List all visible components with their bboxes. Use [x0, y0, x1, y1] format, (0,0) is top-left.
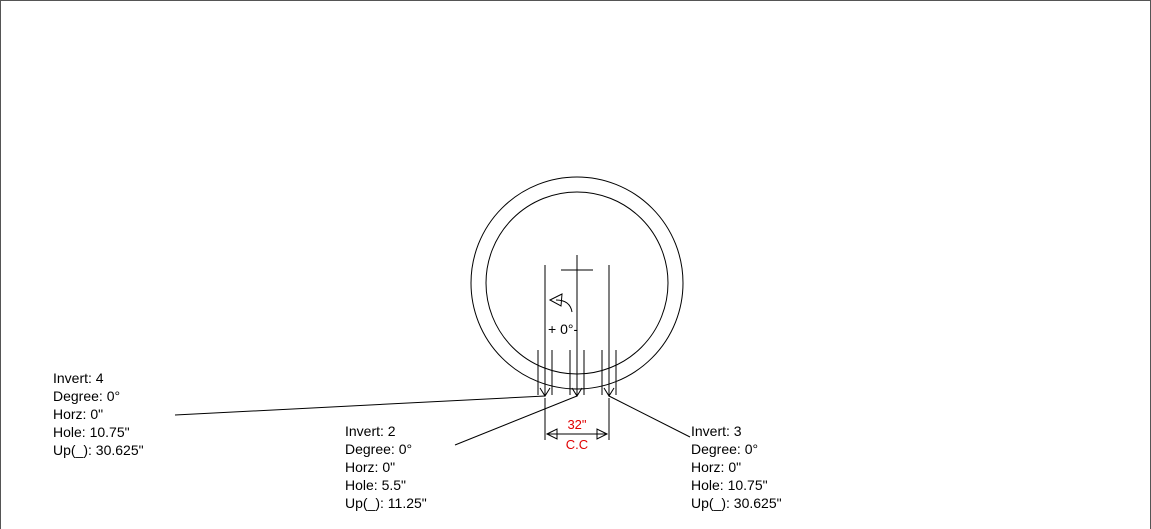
arrow-head — [548, 293, 563, 307]
invert-line: Up(_): 11.25" — [345, 495, 427, 511]
invert-line: Invert: 4 — [53, 370, 104, 386]
invert-line: Hole: 10.75" — [53, 424, 130, 440]
invert-line: Degree: 0° — [691, 441, 758, 457]
invert-line: Hole: 5.5" — [345, 477, 406, 493]
dimension-label: C.C — [566, 437, 588, 452]
invert-line: Degree: 0° — [345, 441, 412, 457]
leaders — [174, 395, 691, 446]
invert-line: Up(_): 30.625" — [691, 495, 782, 511]
invert-line: Invert: 3 — [691, 423, 742, 439]
invert-line: Horz: 0" — [53, 406, 103, 422]
center-lines — [537, 255, 617, 397]
invert-line: Degree: 0° — [53, 388, 120, 404]
rotation-label: + 0°- — [548, 321, 578, 337]
invert-line: Hole: 10.75" — [691, 477, 768, 493]
rotation-arrow — [555, 299, 573, 313]
dimension-value: 32" — [567, 417, 586, 432]
invert-line: Invert: 2 — [345, 423, 396, 439]
invert-line: Horz: 0" — [691, 459, 741, 475]
invert-labels: Invert: 4 Degree: 0° Horz: 0" Hole: 10.75" U… — [53, 370, 782, 511]
invert-line: Horz: 0" — [345, 459, 395, 475]
invert-line: Up(_): 30.625" — [53, 442, 144, 458]
dimension — [544, 398, 610, 440]
